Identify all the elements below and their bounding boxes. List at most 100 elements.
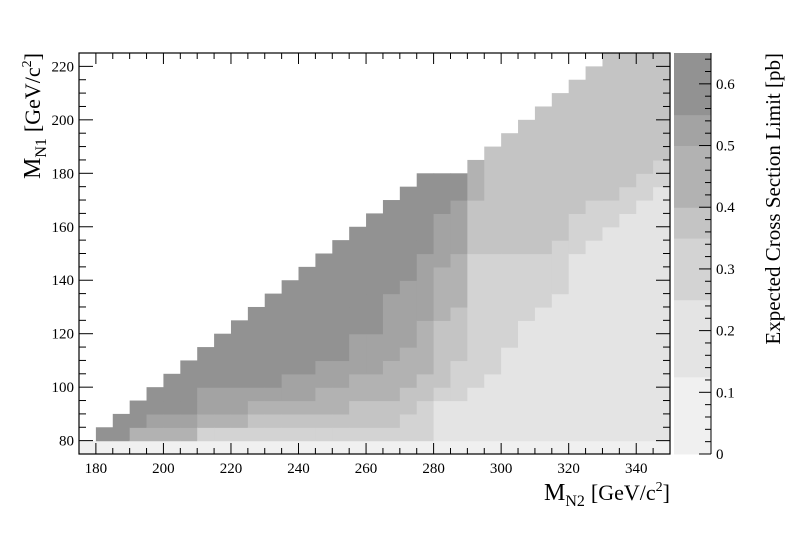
heatmap-cell (129, 440, 148, 455)
heatmap-cell (568, 79, 587, 214)
heatmap-cell (281, 440, 300, 455)
heatmap-cell (247, 427, 266, 442)
heatmap-cell (568, 253, 587, 442)
heatmap-cell (79, 440, 97, 455)
x-tick-label: 320 (557, 461, 580, 477)
heatmap-cell (585, 66, 604, 201)
heatmap-cells (79, 53, 671, 455)
z-tick-label: 0.6 (716, 77, 735, 93)
heatmap-cell (366, 440, 384, 455)
heatmap-cell (450, 400, 468, 442)
heatmap-cell (332, 413, 350, 428)
heatmap-cell (534, 440, 553, 455)
heatmap-cell (180, 440, 198, 455)
heatmap-cell (349, 440, 367, 455)
x-axis: 180 200 220 240 260 280 300 320 340 (78, 53, 671, 477)
color-scale-band (674, 207, 711, 239)
color-scale-band (674, 376, 711, 455)
color-scale-band (674, 114, 711, 147)
y-axis-title-unit-sup: 2 (20, 60, 35, 67)
heatmap-cell (534, 106, 553, 255)
y-tick-label: 140 (52, 273, 75, 289)
heatmap-cell (146, 440, 165, 455)
heatmap-cell (247, 306, 266, 362)
z-tick-label: 0.4 (716, 200, 735, 216)
heatmap-cell (349, 306, 367, 335)
x-tick-label: 220 (220, 461, 243, 477)
heatmap-cell (180, 400, 198, 415)
x-axis-title-sub: N2 (565, 493, 585, 510)
heatmap-cell (366, 373, 384, 402)
y-axis: 80 100 120 140 160 180 200 220 (52, 52, 670, 455)
heatmap-cell (484, 440, 502, 455)
color-scale-bar (674, 53, 712, 455)
heatmap-cell (264, 387, 283, 402)
heatmap-cell (433, 387, 452, 402)
heatmap-cell (450, 360, 468, 402)
heatmap-cell (298, 427, 316, 442)
heatmap-cell (534, 306, 553, 442)
heatmap-cell (501, 440, 519, 455)
heatmap-cell (230, 360, 249, 388)
heatmap-cell (382, 253, 401, 295)
heatmap-cell (197, 373, 215, 388)
heatmap-cell (450, 440, 468, 455)
heatmap-cell (433, 320, 452, 388)
heatmap-cell (382, 440, 401, 455)
x-tick-label: 180 (85, 461, 108, 477)
z-tick-label: 0.5 (716, 139, 735, 155)
heatmap-cell (551, 293, 570, 442)
heatmap-cell (230, 387, 249, 415)
heatmap-cell (433, 266, 452, 321)
heatmap-cell (281, 280, 300, 362)
x-axis-title-unit-end: ] (663, 480, 670, 505)
heatmap-cell (247, 413, 266, 428)
heatmap-cell (382, 293, 401, 362)
heatmap-cell (112, 413, 131, 442)
heatmap-cell (501, 253, 519, 348)
heatmap-cell (298, 440, 316, 455)
heatmap-cell (636, 440, 654, 455)
heatmap-cell (399, 387, 418, 415)
heatmap-cell (281, 400, 300, 415)
heatmap-cell (112, 440, 131, 455)
heatmap-cell (247, 440, 266, 455)
y-axis-title-sub: N1 (33, 138, 50, 158)
heatmap-cell (602, 226, 620, 442)
heatmap-cell (349, 226, 367, 308)
color-scale-band (674, 299, 711, 378)
heatmap-cell (230, 427, 249, 442)
heatmap-cell (433, 440, 452, 455)
heatmap-cell (416, 226, 435, 255)
heatmap-cell (163, 427, 181, 442)
heatmap-cell (501, 347, 519, 442)
x-tick-label: 260 (355, 461, 378, 477)
heatmap-cell (247, 360, 266, 388)
heatmap-cell (551, 440, 570, 455)
z-tick-label: 0.2 (716, 324, 735, 340)
heatmap-cell (382, 400, 401, 428)
heatmap-cell (332, 320, 350, 362)
heatmap-cell (332, 427, 350, 442)
heatmap-cell (518, 440, 536, 455)
heatmap-cell (298, 373, 316, 402)
heatmap-cell (636, 200, 654, 442)
heatmap-cell (653, 186, 671, 442)
heatmap-cell (146, 400, 165, 415)
heatmap-cell (230, 320, 249, 362)
x-axis-title: MN2 [GeV/c2] (544, 480, 670, 510)
heatmap-cell (332, 387, 350, 415)
heatmap-cell (197, 387, 215, 415)
heatmap-cell (129, 427, 148, 442)
heatmap-cell (281, 373, 300, 402)
x-tick-label: 200 (152, 461, 175, 477)
heatmap-cell (315, 427, 333, 442)
heatmap-cell (399, 440, 418, 455)
color-scale-axis: 0 0.1 0.2 0.3 0.4 0.5 0.6 (699, 58, 735, 463)
heatmap-cell (264, 440, 283, 455)
y-tick-label: 200 (52, 113, 75, 129)
heatmap-cell (332, 240, 350, 321)
heatmap-cell (298, 413, 316, 428)
heatmap-cell (264, 400, 283, 415)
